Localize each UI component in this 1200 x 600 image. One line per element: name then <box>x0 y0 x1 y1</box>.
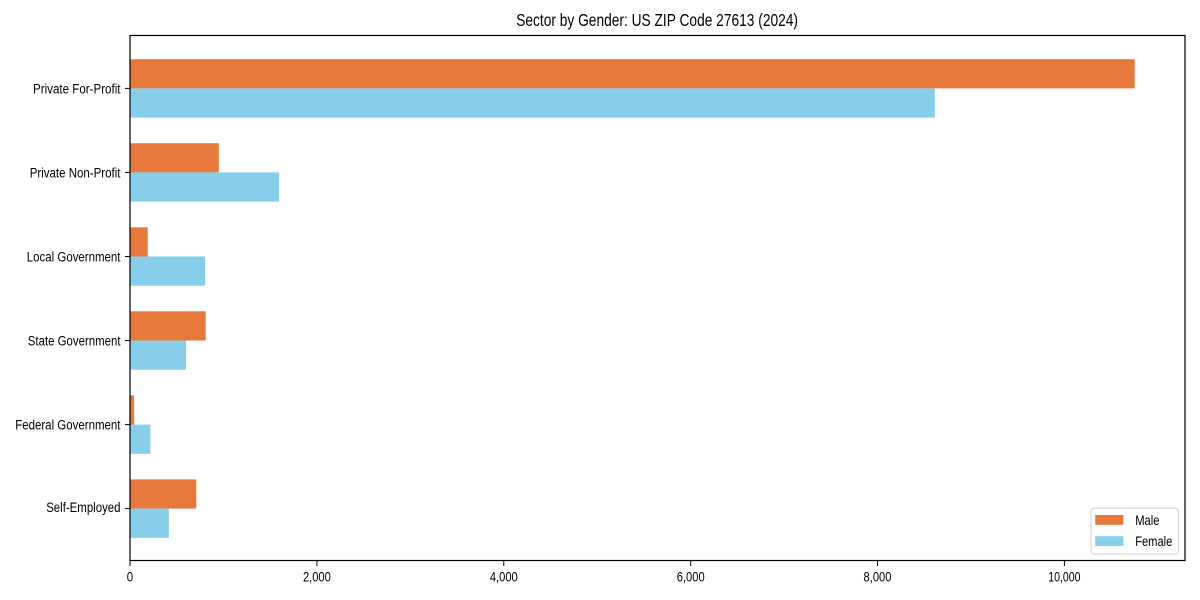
svg-text:Private For-Profit: Private For-Profit <box>33 81 121 97</box>
svg-text:Federal Government: Federal Government <box>15 417 120 433</box>
svg-text:4,000: 4,000 <box>490 568 518 584</box>
svg-text:Private Non-Profit: Private Non-Profit <box>30 165 121 181</box>
svg-text:10,000: 10,000 <box>1048 568 1080 584</box>
svg-text:Self-Employed: Self-Employed <box>46 499 120 515</box>
svg-text:6,000: 6,000 <box>677 568 705 584</box>
svg-text:2,000: 2,000 <box>303 568 331 584</box>
svg-text:8,000: 8,000 <box>864 568 892 584</box>
svg-text:Local Government: Local Government <box>27 249 121 265</box>
svg-text:0: 0 <box>127 568 134 584</box>
svg-text:Male: Male <box>1135 512 1159 528</box>
svg-text:State Government: State Government <box>28 333 121 349</box>
svg-text:Sector by Gender: US ZIP Code: Sector by Gender: US ZIP Code 27613 (202… <box>516 11 798 30</box>
svg-text:Female: Female <box>1135 533 1172 549</box>
